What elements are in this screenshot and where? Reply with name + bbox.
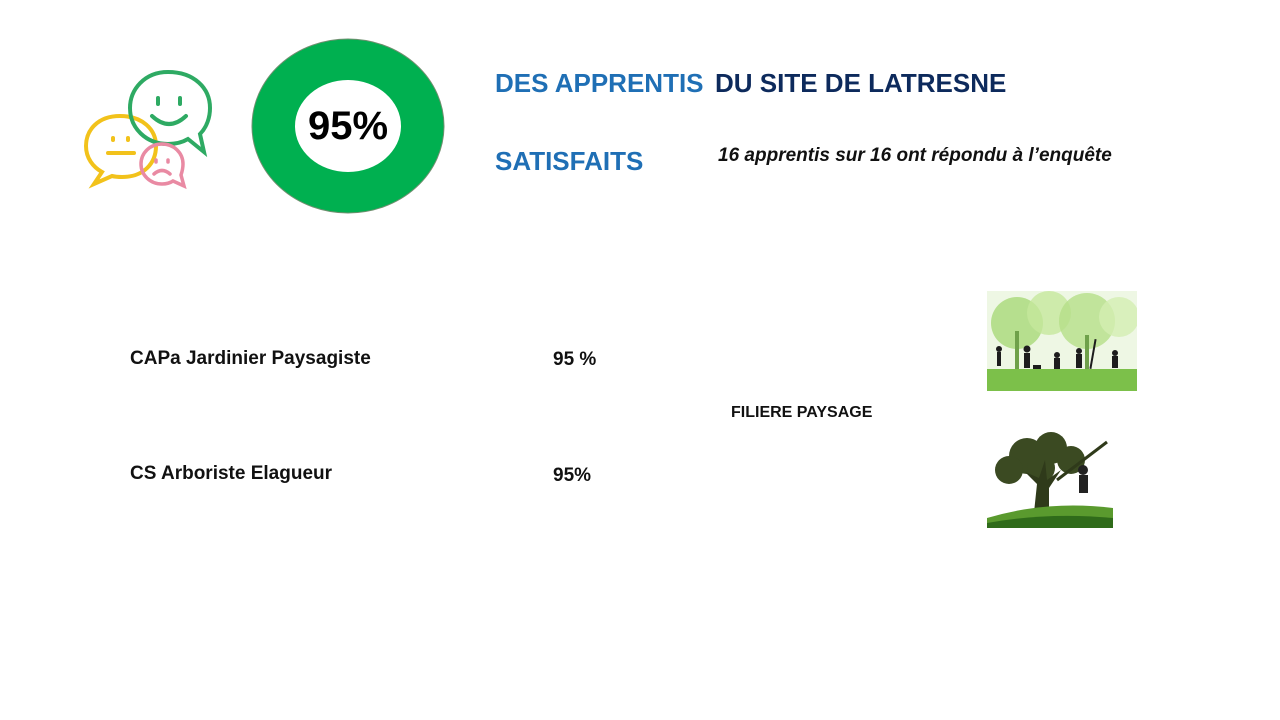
title-site-latresne: DU SITE DE LATRESNE — [715, 68, 1007, 98]
row-capa-label: CAPa Jardinier Paysagiste — [130, 348, 371, 369]
response-note: 16 apprentis sur 16 ont répondu à l’enqu… — [718, 145, 1112, 166]
donut-percent-label: 95% — [307, 103, 389, 148]
row-cs-value: 95% — [553, 465, 592, 486]
donut-hole — [295, 80, 401, 172]
sad-face-bubble — [139, 142, 187, 190]
row-cs-label: CS Arboriste Elagueur — [130, 463, 333, 484]
title-satisfaits: SATISFAITS — [495, 146, 644, 176]
row-capa-value: 95 % — [553, 349, 597, 370]
title-des-apprentis: DES APPRENTIS — [495, 68, 704, 98]
filiere-label: FILIERE PAYSAGE — [731, 404, 873, 421]
gardeners-illustration — [987, 291, 1137, 391]
chat-faces-icon — [83, 69, 213, 190]
happy-face-bubble — [127, 69, 213, 158]
satisfaction-donut — [251, 38, 445, 214]
arborist-tree-illustration — [987, 430, 1113, 528]
